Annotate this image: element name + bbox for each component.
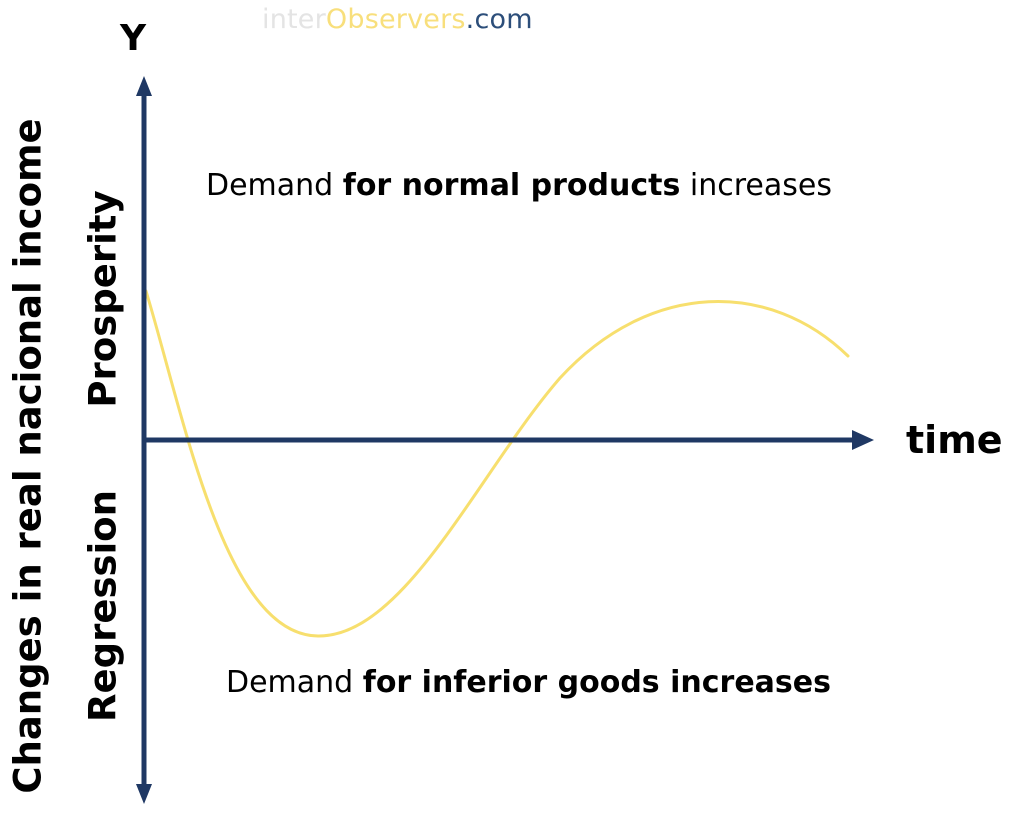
annotation-top-pre: Demand (206, 168, 343, 203)
normal-products-annotation: Demand for normal products increases (206, 168, 832, 203)
time-axis-arrow (852, 430, 874, 450)
watermark-logo: interObservers.com (262, 4, 533, 35)
annotation-top-bold: for normal products (342, 168, 681, 203)
watermark-part-com: .com (465, 4, 533, 35)
income-cycle-curve (144, 289, 850, 638)
annotation-top-post: increases (680, 168, 832, 203)
inferior-goods-annotation: Demand for inferior goods increases (226, 665, 831, 700)
annotation-bottom-bold: for inferior goods increases (362, 665, 831, 700)
y-axis-arrow-up (136, 76, 152, 96)
prosperity-label: Prosperity (81, 190, 125, 408)
annotation-bottom-pre: Demand (226, 665, 363, 700)
y-axis-arrow-down (136, 784, 152, 804)
watermark-part-observers: Observers (325, 4, 466, 35)
x-axis-label: time (906, 418, 1003, 462)
y-axis-label: Changes in real nacional income (6, 118, 50, 794)
y-axis-letter: Y (120, 18, 147, 59)
regression-label: Regression (81, 490, 125, 722)
watermark-part-inter: inter (262, 4, 326, 35)
